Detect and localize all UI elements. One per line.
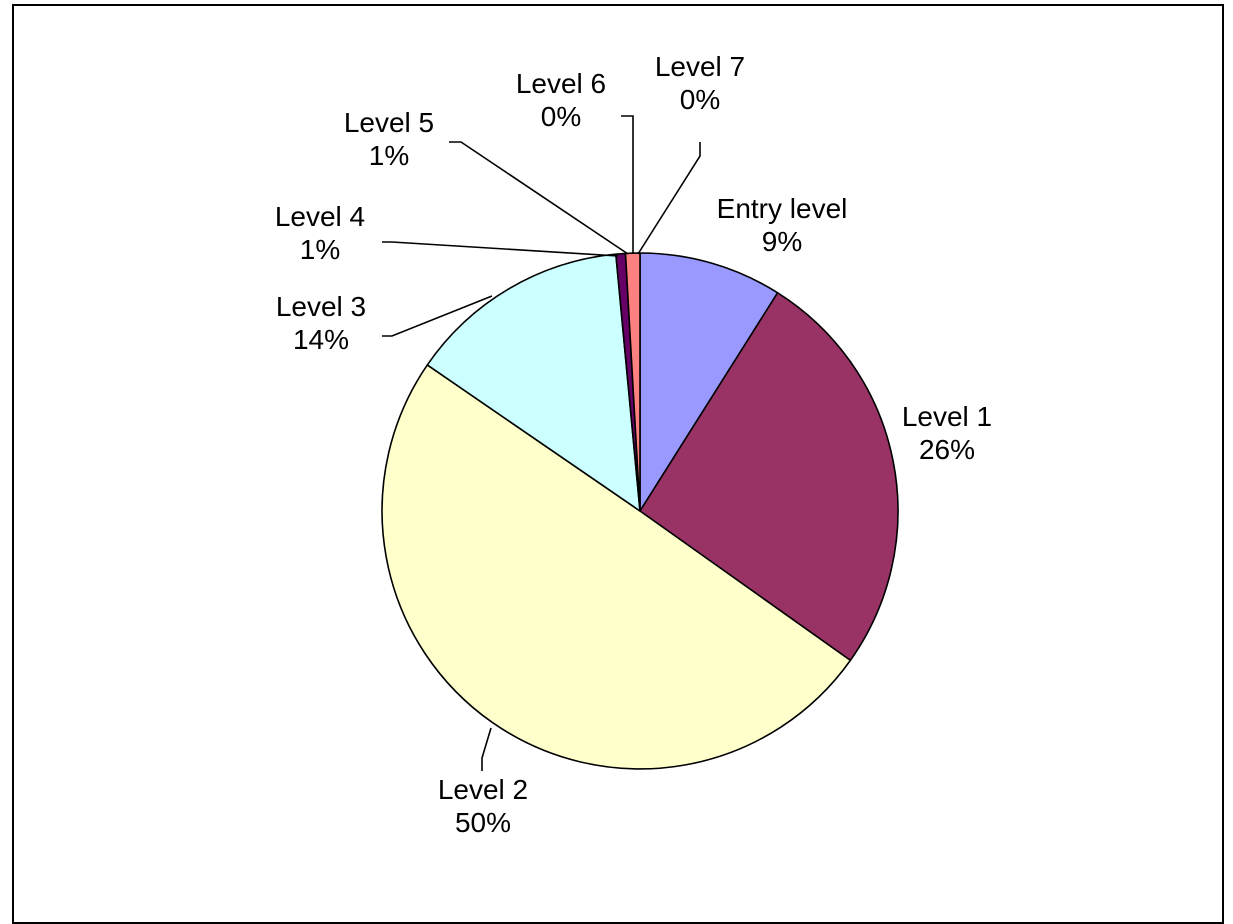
- slice-name-level-5: Level 5: [344, 107, 434, 138]
- slice-label-level-7: Level 70%: [655, 51, 745, 115]
- slice-percent-level-4: 1%: [300, 234, 340, 265]
- slice-percent-level-5: 1%: [369, 140, 409, 171]
- chart-frame: Entry level 9% Level 1 26% Level 2 50% Level 3…: [12, 4, 1224, 924]
- slice-percent-level-2: 50%: [455, 807, 511, 838]
- slice-label-level-5: Level 51%: [344, 107, 434, 171]
- slice-label-level-3: Level 314%: [276, 291, 366, 355]
- slice-name-level-4: Level 4: [275, 201, 365, 232]
- slice-label-level-6: Level 60%: [516, 68, 606, 132]
- leader-lines: [382, 115, 701, 771]
- leader-line-level-7: [637, 142, 701, 255]
- leader-line-level-4: [382, 241, 619, 257]
- slice-percent-level-3: 14%: [293, 324, 349, 355]
- pie-slices: [381, 252, 899, 770]
- pie-slice-level-2: [381, 364, 852, 770]
- leader-line-level-6: [621, 115, 634, 254]
- pie-slice-level-3: [426, 253, 641, 512]
- slice-name-level-1: Level 1: [902, 401, 992, 432]
- leader-line-level-3: [382, 295, 493, 337]
- slice-name-level-7: Level 7: [655, 51, 745, 82]
- slice-percent-entry-level: 9%: [762, 226, 802, 257]
- leader-line-level-5: [449, 141, 629, 255]
- pie-slice-entry-level: [639, 252, 779, 512]
- slice-name-level-2: Level 2: [438, 774, 528, 805]
- slice-percent-level-6: 0%: [541, 101, 581, 132]
- slice-name-entry-level: Entry level: [717, 193, 848, 224]
- slice-label-level-1: Level 126%: [902, 401, 992, 465]
- pie-slice-level-1: [639, 291, 899, 662]
- slice-label-level-2: Level 250%: [438, 774, 528, 838]
- slice-percent-level-1: 26%: [919, 434, 975, 465]
- slice-name-level-3: Level 3: [276, 291, 366, 322]
- slice-percent-level-7: 0%: [680, 84, 720, 115]
- leader-line-level-2: [481, 727, 492, 771]
- slice-name-level-6: Level 6: [516, 68, 606, 99]
- slice-label-level-4: Level 41%: [275, 201, 365, 265]
